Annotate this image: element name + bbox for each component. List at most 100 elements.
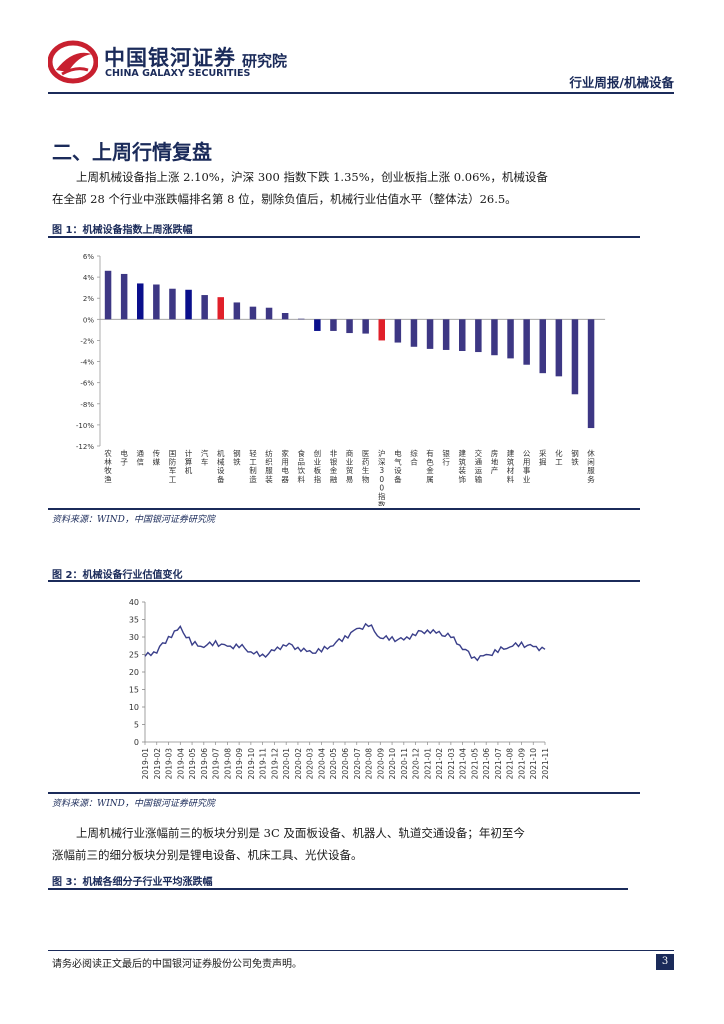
figure-2-bottom-rule [48, 792, 640, 794]
bar [120, 273, 128, 320]
bar [314, 319, 321, 331]
x-tick-label: 2019-04 [176, 748, 185, 780]
y-tick-label: 25 [129, 651, 139, 660]
x-tick-label: 2021-02 [435, 748, 444, 780]
x-tick-label: 2021-05 [470, 748, 479, 780]
x-tick-label: 2021-07 [494, 748, 503, 780]
x-tick-label: 休闲服务 [587, 448, 595, 484]
x-tick-label: 2019-06 [200, 748, 209, 780]
y-tick-label: -10% [76, 422, 94, 430]
bar [233, 302, 241, 320]
bar [330, 319, 337, 331]
y-tick-label: 40 [129, 598, 139, 607]
x-tick-label: 沪深 3 0 0 指数 [378, 448, 386, 506]
x-tick-label: 2020-01 [282, 748, 291, 780]
x-tick-label: 商业贸易 [346, 448, 354, 484]
bar [555, 319, 563, 377]
y-tick-label: 10 [129, 703, 139, 712]
bar [137, 283, 144, 320]
x-tick-label: 轻工制造 [249, 448, 257, 484]
y-tick-label: 20 [129, 668, 139, 677]
x-tick-label: 2020-09 [376, 748, 385, 780]
y-tick-label: -4% [80, 359, 94, 367]
x-tick-label: 2020-10 [388, 748, 397, 780]
x-tick-label: 建筑材料 [507, 448, 515, 484]
x-tick-label: 2020-06 [341, 748, 350, 780]
figure-3-top-rule [48, 888, 628, 890]
report-type: 行业周报/机械设备 [569, 75, 674, 90]
x-tick-label: 2019-10 [247, 748, 256, 780]
x-tick-label: 家用电器 [281, 448, 289, 484]
x-tick-label: 建筑装饰 [459, 448, 467, 484]
bar [104, 270, 112, 320]
bar [346, 319, 353, 334]
figure-2-title: 图 2：机械设备行业估值变化 [52, 570, 183, 581]
galaxy-logo-icon [47, 40, 99, 84]
x-tick-label: 钢铁 [233, 448, 241, 467]
bar [539, 319, 546, 374]
company-name-cn: 中国银河证券 [104, 46, 236, 70]
bar [378, 319, 385, 341]
x-tick-label: 纺织服装 [265, 448, 273, 484]
x-tick-label: 房地产 [491, 448, 499, 475]
bar [249, 306, 257, 320]
x-tick-label: 公用事业 [523, 449, 531, 484]
x-tick-label: 2021-06 [482, 748, 491, 780]
x-tick-label: 交通运输 [475, 448, 483, 484]
section-heading: 二、上周行情复盘 [52, 140, 212, 164]
x-tick-label: 2019-08 [223, 748, 232, 780]
bar [587, 319, 595, 429]
bar [298, 318, 305, 320]
x-tick-label: 2020-12 [412, 748, 421, 780]
bar [507, 319, 514, 359]
institute-label: 研究院 [242, 52, 288, 70]
header-divider [48, 92, 674, 94]
y-tick-label: 2% [83, 295, 94, 303]
x-tick-label: 2021-04 [459, 748, 468, 780]
y-tick-label: 5 [134, 721, 139, 730]
x-tick-label: 2021-11 [541, 748, 550, 780]
footer-disclaimer: 请务必阅读正文最后的中国银河证券股份公司免责声明。 [52, 959, 302, 970]
x-tick-label: 2019-03 [165, 748, 174, 780]
bar [491, 319, 498, 356]
x-tick-label: 2020-11 [400, 748, 409, 780]
valuation-series-line [144, 622, 546, 662]
x-tick-label: 医药生物 [362, 449, 370, 484]
x-tick-label: 2021-03 [447, 748, 456, 780]
x-tick-label: 2019-01 [141, 748, 150, 780]
y-tick-label: 4% [83, 274, 94, 282]
x-tick-label: 2020-08 [365, 748, 374, 780]
figure-1-bottom-rule [48, 508, 640, 510]
bar [426, 319, 434, 349]
bar [475, 319, 482, 353]
x-tick-label: 2021-01 [423, 748, 432, 780]
bar [571, 319, 579, 395]
bar [201, 295, 208, 320]
company-name-en: CHINA GALAXY SECURITIES [105, 68, 251, 79]
footer-divider [48, 950, 674, 951]
bar [153, 284, 160, 320]
bar [281, 313, 289, 320]
bar [459, 319, 466, 351]
paragraph-2-line-2: 涨幅前三的细分板块分别是锂电设备、机床工具、光伏设备。 [52, 848, 363, 862]
figure-2-source: 资料来源：WIND，中国银河证券研究院 [52, 799, 215, 809]
bar [185, 289, 192, 320]
y-tick-label: -8% [80, 401, 94, 409]
bar [523, 319, 530, 365]
figure-3-title: 图 3：机械各细分子行业平均涨跌幅 [52, 877, 213, 888]
x-tick-label: 2019-09 [235, 748, 244, 780]
bar-chart-weekly-change: 6% 4% 2% 0% -2% -4% -6% -8% -10% -12% 农林牧渔电子通信传媒国… [76, 253, 606, 506]
x-tick-label: 2021-09 [517, 748, 526, 780]
bar [410, 319, 418, 347]
x-tick-label: 2020-07 [353, 748, 362, 780]
x-tick-label: 电子 [120, 448, 128, 467]
y-tick-label: 30 [129, 633, 139, 642]
x-tick-label: 汽车 [201, 448, 209, 467]
x-tick-label: 钢铁 [571, 448, 579, 467]
y-tick-label: 6% [83, 253, 94, 261]
x-tick-label: 2020-04 [317, 748, 326, 780]
x-tick-label: 有色金属 [426, 448, 434, 484]
x-tick-label: 传媒 [153, 448, 161, 467]
x-tick-label: 电气设备 [394, 448, 402, 484]
figure-2-top-rule [48, 580, 640, 582]
